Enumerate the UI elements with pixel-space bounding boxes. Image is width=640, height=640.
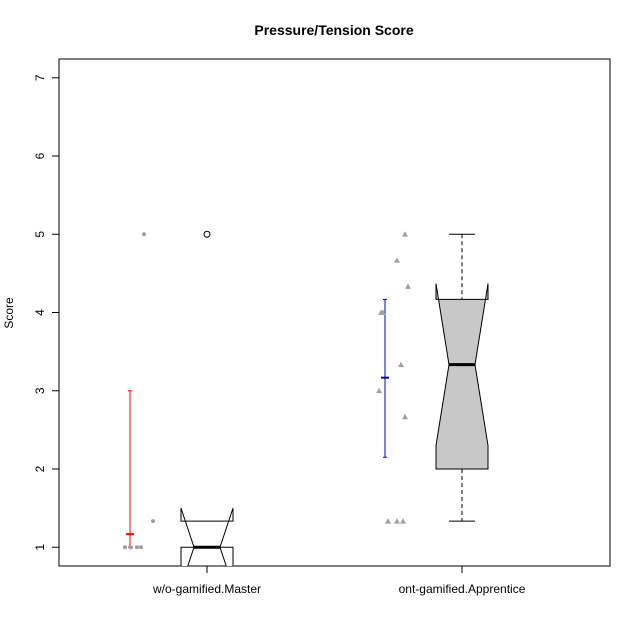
y-tick-label: 2	[33, 465, 47, 472]
data-point	[123, 545, 127, 550]
data-point	[398, 361, 404, 368]
y-tick-label: 3	[33, 387, 47, 394]
chart-title: Pressure/Tension Score	[254, 22, 413, 38]
box-body	[180, 507, 234, 566]
y-tick-label: 7	[33, 74, 47, 81]
data-point	[385, 518, 391, 524]
data-point	[394, 518, 400, 524]
data-point	[400, 518, 406, 524]
data-point	[402, 413, 408, 420]
data-point	[376, 387, 382, 394]
y-axis: 1 2 3 4 5 6 7 w/o-gamified.Master ont-gamified.A…	[33, 74, 526, 596]
data-point	[142, 232, 146, 237]
data-point	[405, 283, 411, 289]
y-tick-label: 6	[33, 152, 47, 159]
x-tick-label: w/o-gamified.Master	[152, 582, 261, 596]
plot-layer	[123, 230, 489, 566]
x-tick-label: ont-gamified.Apprentice	[399, 582, 526, 596]
y-tick-label: 1	[33, 544, 47, 551]
y-axis-label: Score	[2, 297, 16, 329]
data-point	[380, 309, 386, 315]
data-point	[129, 545, 133, 550]
y-tick-label: 4	[33, 309, 47, 316]
box-body	[435, 283, 489, 470]
data-point	[394, 257, 400, 263]
data-point	[151, 519, 155, 524]
y-tick-label: 5	[33, 231, 47, 238]
box-outlier	[203, 230, 211, 238]
data-point	[402, 231, 408, 237]
data-point	[139, 545, 143, 550]
data-point	[135, 545, 139, 550]
